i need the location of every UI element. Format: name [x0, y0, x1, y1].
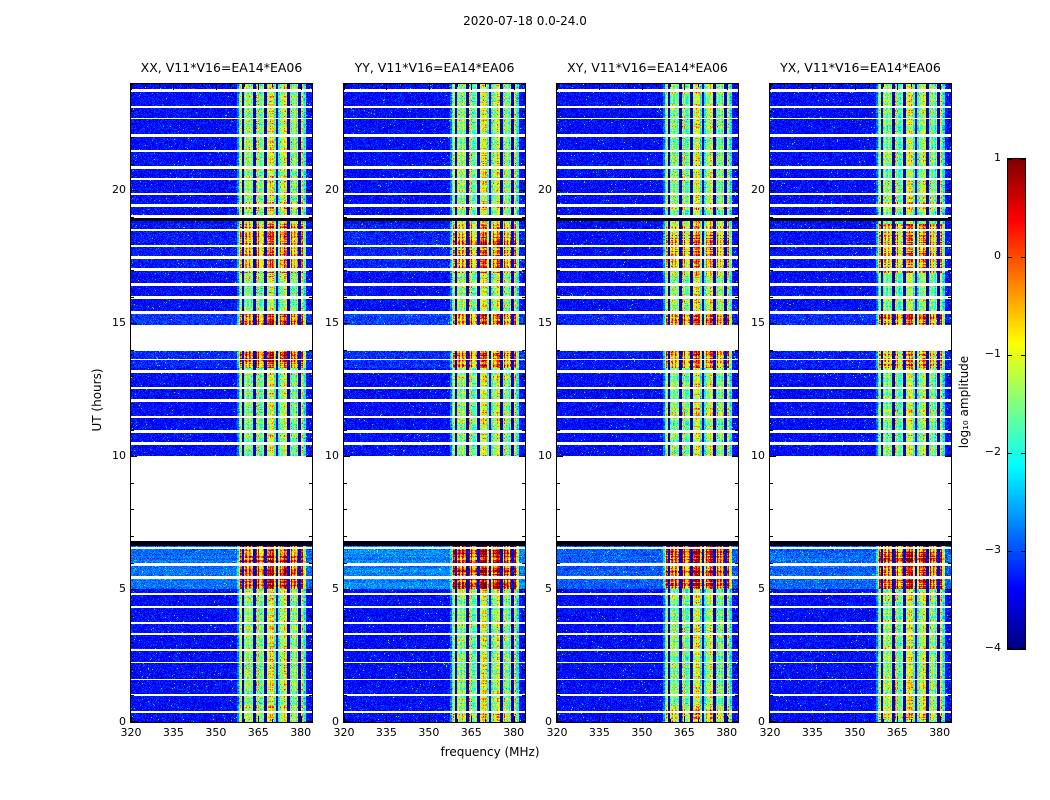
x-tick-label: 335 [162, 726, 184, 739]
y-tick-label: 5 [758, 582, 765, 596]
y-tick-label: 20 [112, 183, 126, 197]
y-tick-label: 5 [545, 582, 552, 596]
y-tick-label: 10 [751, 449, 765, 463]
x-tick-label: 380 [503, 726, 525, 739]
x-tick-label: 320 [120, 726, 142, 739]
heatmap-canvas-yy [343, 83, 526, 723]
colorbar-tick-label: −1 [984, 347, 1001, 360]
x-tick-label: 350 [631, 726, 653, 739]
x-tick-label: 365 [247, 726, 269, 739]
colorbar-tick-label: −4 [984, 641, 1001, 654]
colorbar [1007, 158, 1026, 650]
y-tick-label: 15 [538, 316, 552, 330]
x-tick-label: 350 [205, 726, 227, 739]
panel-title-xx: XX, V11*V16=EA14*EA06 [140, 60, 303, 75]
y-tick-label: 10 [112, 449, 126, 463]
heatmap-canvas-xx [130, 83, 313, 723]
y-tick-label: 5 [332, 582, 339, 596]
x-tick-label: 380 [290, 726, 312, 739]
x-tick-label: 350 [844, 726, 866, 739]
colorbar-label: log₁₀ amplitude [957, 355, 971, 449]
y-tick-label: 20 [751, 183, 765, 197]
x-tick-label: 335 [375, 726, 397, 739]
x-tick-label: 320 [546, 726, 568, 739]
x-tick-label: 320 [759, 726, 781, 739]
x-tick-label: 350 [418, 726, 440, 739]
x-tick-label: 365 [460, 726, 482, 739]
y-tick-label: 20 [325, 183, 339, 197]
y-tick-label: 20 [538, 183, 552, 197]
y-tick-label: 15 [751, 316, 765, 330]
heatmap-panel-xy: XY, V11*V16=EA14*EA06 320 335 350 365 380 0 5 1… [538, 60, 739, 739]
panel-title-xy: XY, V11*V16=EA14*EA06 [567, 60, 728, 75]
heatmap-panel-yx: YX, V11*V16=EA14*EA06 320 335 350 365 380 0 5 1… [751, 60, 952, 739]
x-tick-label: 335 [588, 726, 610, 739]
x-tick-label: 335 [801, 726, 823, 739]
heatmap-canvas-xy [556, 83, 739, 723]
x-axis-label: frequency (MHz) [440, 745, 540, 759]
x-tick-label: 365 [673, 726, 695, 739]
y-tick-label: 5 [119, 582, 126, 596]
y-tick-label: 0 [758, 715, 765, 728]
y-axis-label: UT (hours) [90, 368, 104, 432]
heatmap-panel-yy: YY, V11*V16=EA14*EA06 320 335 350 365 380 0 5 1… [325, 60, 526, 739]
colorbar-tick-label: −2 [984, 445, 1001, 458]
heatmap-panel-xx: XX, V11*V16=EA14*EA06 320 335 350 365 380 0 5 1… [112, 60, 313, 739]
x-tick-label: 320 [333, 726, 355, 739]
x-tick-label: 365 [886, 726, 908, 739]
colorbar-tick-label: 0 [994, 249, 1001, 262]
heatmap-canvas-yx [769, 83, 952, 723]
y-tick-label: 0 [545, 715, 552, 728]
y-tick-label: 0 [332, 715, 339, 728]
y-tick-label: 15 [112, 316, 126, 330]
panel-title-yx: YX, V11*V16=EA14*EA06 [780, 60, 941, 75]
figure-title: 2020-07-18 0.0-24.0 [463, 14, 587, 28]
y-tick-label: 15 [325, 316, 339, 330]
y-tick-label: 10 [538, 449, 552, 463]
x-tick-label: 380 [716, 726, 738, 739]
y-tick-label: 10 [325, 449, 339, 463]
x-tick-label: 380 [929, 726, 951, 739]
colorbar-tick-label: −3 [984, 543, 1001, 556]
panel-title-yy: YY, V11*V16=EA14*EA06 [354, 60, 515, 75]
y-tick-label: 0 [119, 715, 126, 728]
colorbar-tick-label: 1 [994, 151, 1001, 164]
